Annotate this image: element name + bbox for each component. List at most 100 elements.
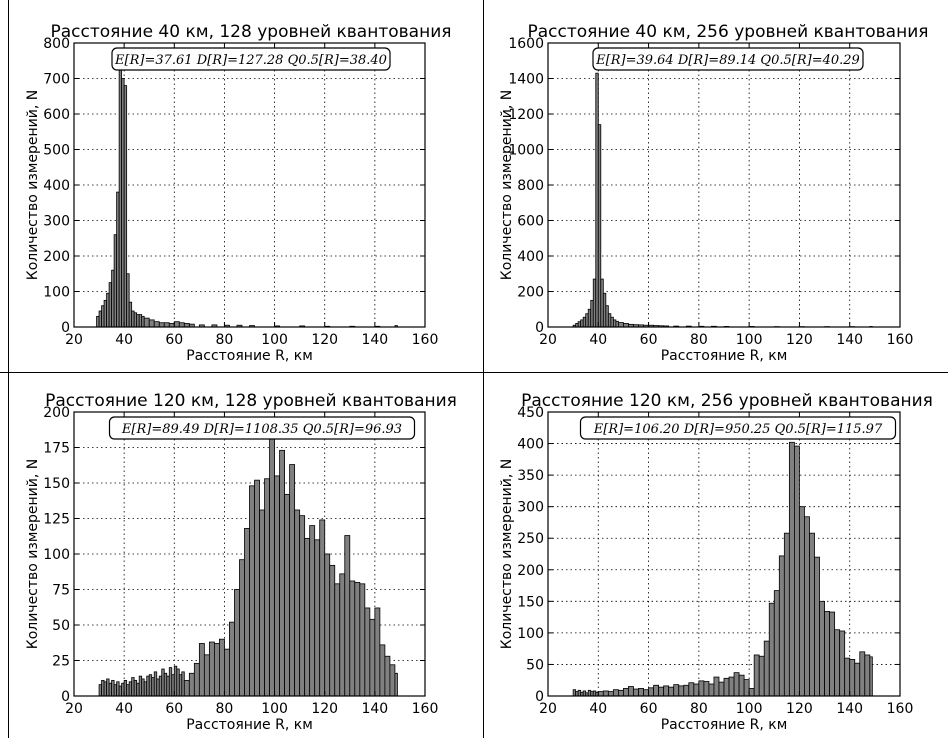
y-tick-label: 0 xyxy=(61,689,70,705)
histogram-bar xyxy=(199,643,204,696)
histogram-bar xyxy=(335,584,340,696)
y-tick-label: 100 xyxy=(43,285,70,301)
histogram-bar xyxy=(345,536,350,696)
histogram-bar xyxy=(704,681,709,696)
histogram-bar xyxy=(244,528,249,696)
histogram-bar xyxy=(189,673,194,696)
panel-2: Расстояние 40 км, 256 уровней квантовани… xyxy=(499,22,928,364)
histogram-bar xyxy=(664,686,669,696)
x-tick-label: 60 xyxy=(640,701,658,717)
histogram-bar xyxy=(320,520,325,696)
histogram-bar xyxy=(270,426,275,696)
histogram-bar xyxy=(623,688,628,696)
panel-title: Расстояние 120 км, 256 уровней квантован… xyxy=(521,391,933,411)
histogram-bar xyxy=(164,323,169,327)
histogram-bar xyxy=(214,643,219,696)
histogram-bar xyxy=(649,688,654,696)
stats-annotation: E[R]=39.64 D[R]=89.14 Q0.5[R]=40.29 xyxy=(595,53,860,68)
histogram-bar xyxy=(789,442,794,696)
histogram-bar xyxy=(749,688,754,696)
x-tick-label: 40 xyxy=(589,332,607,348)
histogram-bar xyxy=(628,687,633,696)
histogram-bar xyxy=(234,590,239,697)
y-axis-label: Количество измерений, N xyxy=(499,90,515,281)
histogram-bar xyxy=(804,517,809,696)
x-tick-label: 160 xyxy=(887,701,914,717)
x-tick-label: 120 xyxy=(786,332,813,348)
y-tick-label: 200 xyxy=(43,249,70,265)
x-tick-label: 120 xyxy=(311,332,338,348)
y-tick-label: 350 xyxy=(517,468,544,484)
histogram-bar xyxy=(310,526,315,696)
histogram-bar xyxy=(340,574,345,696)
histogram-bar xyxy=(684,685,689,696)
histogram-bar xyxy=(669,687,674,696)
y-tick-label: 400 xyxy=(517,437,544,453)
histogram-bar xyxy=(229,622,234,696)
y-tick-label: 25 xyxy=(52,654,70,670)
x-tick-label: 40 xyxy=(115,701,133,717)
histogram-bar xyxy=(744,680,749,696)
histogram-bar xyxy=(613,690,618,696)
y-tick-label: 400 xyxy=(517,249,544,265)
y-tick-label: 1400 xyxy=(508,72,544,88)
x-tick-label: 100 xyxy=(736,701,763,717)
histogram-bar xyxy=(633,689,638,696)
x-tick-label: 80 xyxy=(690,332,708,348)
y-tick-label: 800 xyxy=(517,178,544,194)
x-tick-label: 140 xyxy=(836,701,863,717)
y-tick-label: 450 xyxy=(517,405,544,421)
y-tick-label: 300 xyxy=(43,214,70,230)
histogram-bar xyxy=(159,323,164,327)
histogram-bar xyxy=(315,540,320,696)
y-tick-label: 0 xyxy=(535,320,544,336)
histogram-bar xyxy=(714,677,719,696)
histogram-bar xyxy=(855,663,860,696)
y-tick-label: 0 xyxy=(535,689,544,705)
histogram-bar xyxy=(280,450,285,696)
histogram-bar xyxy=(608,692,613,696)
cell-divider-horizontal xyxy=(0,372,948,373)
histogram-bar xyxy=(820,601,825,696)
histogram-bar xyxy=(769,603,774,696)
y-axis-label: Количество измерений, N xyxy=(25,90,41,281)
x-tick-label: 140 xyxy=(361,332,388,348)
y-tick-label: 400 xyxy=(43,178,70,194)
histogram-bar xyxy=(865,655,870,696)
histogram-bar xyxy=(375,608,380,696)
histogram-bar xyxy=(224,649,229,696)
x-axis-label: Расстояние R, км xyxy=(661,348,788,364)
y-tick-label: 50 xyxy=(526,657,544,673)
histogram-bar xyxy=(845,658,850,696)
histogram-bar xyxy=(679,686,684,696)
histogram-bar xyxy=(759,656,764,696)
x-tick-label: 80 xyxy=(216,701,234,717)
histogram-bar xyxy=(809,533,814,696)
histogram-bar xyxy=(618,690,623,696)
x-tick-label: 160 xyxy=(412,701,439,717)
histogram-bar xyxy=(184,680,189,696)
y-tick-label: 75 xyxy=(52,583,70,599)
panel-1: Расстояние 40 км, 128 уровней квантовани… xyxy=(25,22,451,364)
x-tick-label: 100 xyxy=(736,332,763,348)
histogram-bar xyxy=(385,656,390,696)
histogram-bar xyxy=(835,630,840,696)
histogram-bar xyxy=(285,494,290,696)
histogram-bar xyxy=(618,323,623,327)
histogram-bar xyxy=(395,673,398,696)
histogram-bar xyxy=(825,611,830,696)
histogram-bar xyxy=(144,318,149,327)
panel-3: Расстояние 120 км, 128 уровней квантован… xyxy=(25,391,457,733)
histogram-bar xyxy=(699,681,704,696)
y-tick-label: 200 xyxy=(43,405,70,421)
x-tick-label: 100 xyxy=(261,332,288,348)
histogram-bar xyxy=(360,584,365,696)
y-tick-label: 250 xyxy=(517,531,544,547)
histogram-bar xyxy=(603,691,608,696)
x-axis-label: Расстояние R, км xyxy=(661,717,788,733)
histogram-bar xyxy=(295,510,300,696)
histogram-bar xyxy=(870,657,873,696)
histogram-bar xyxy=(275,476,280,696)
histogram-bar xyxy=(815,557,820,696)
